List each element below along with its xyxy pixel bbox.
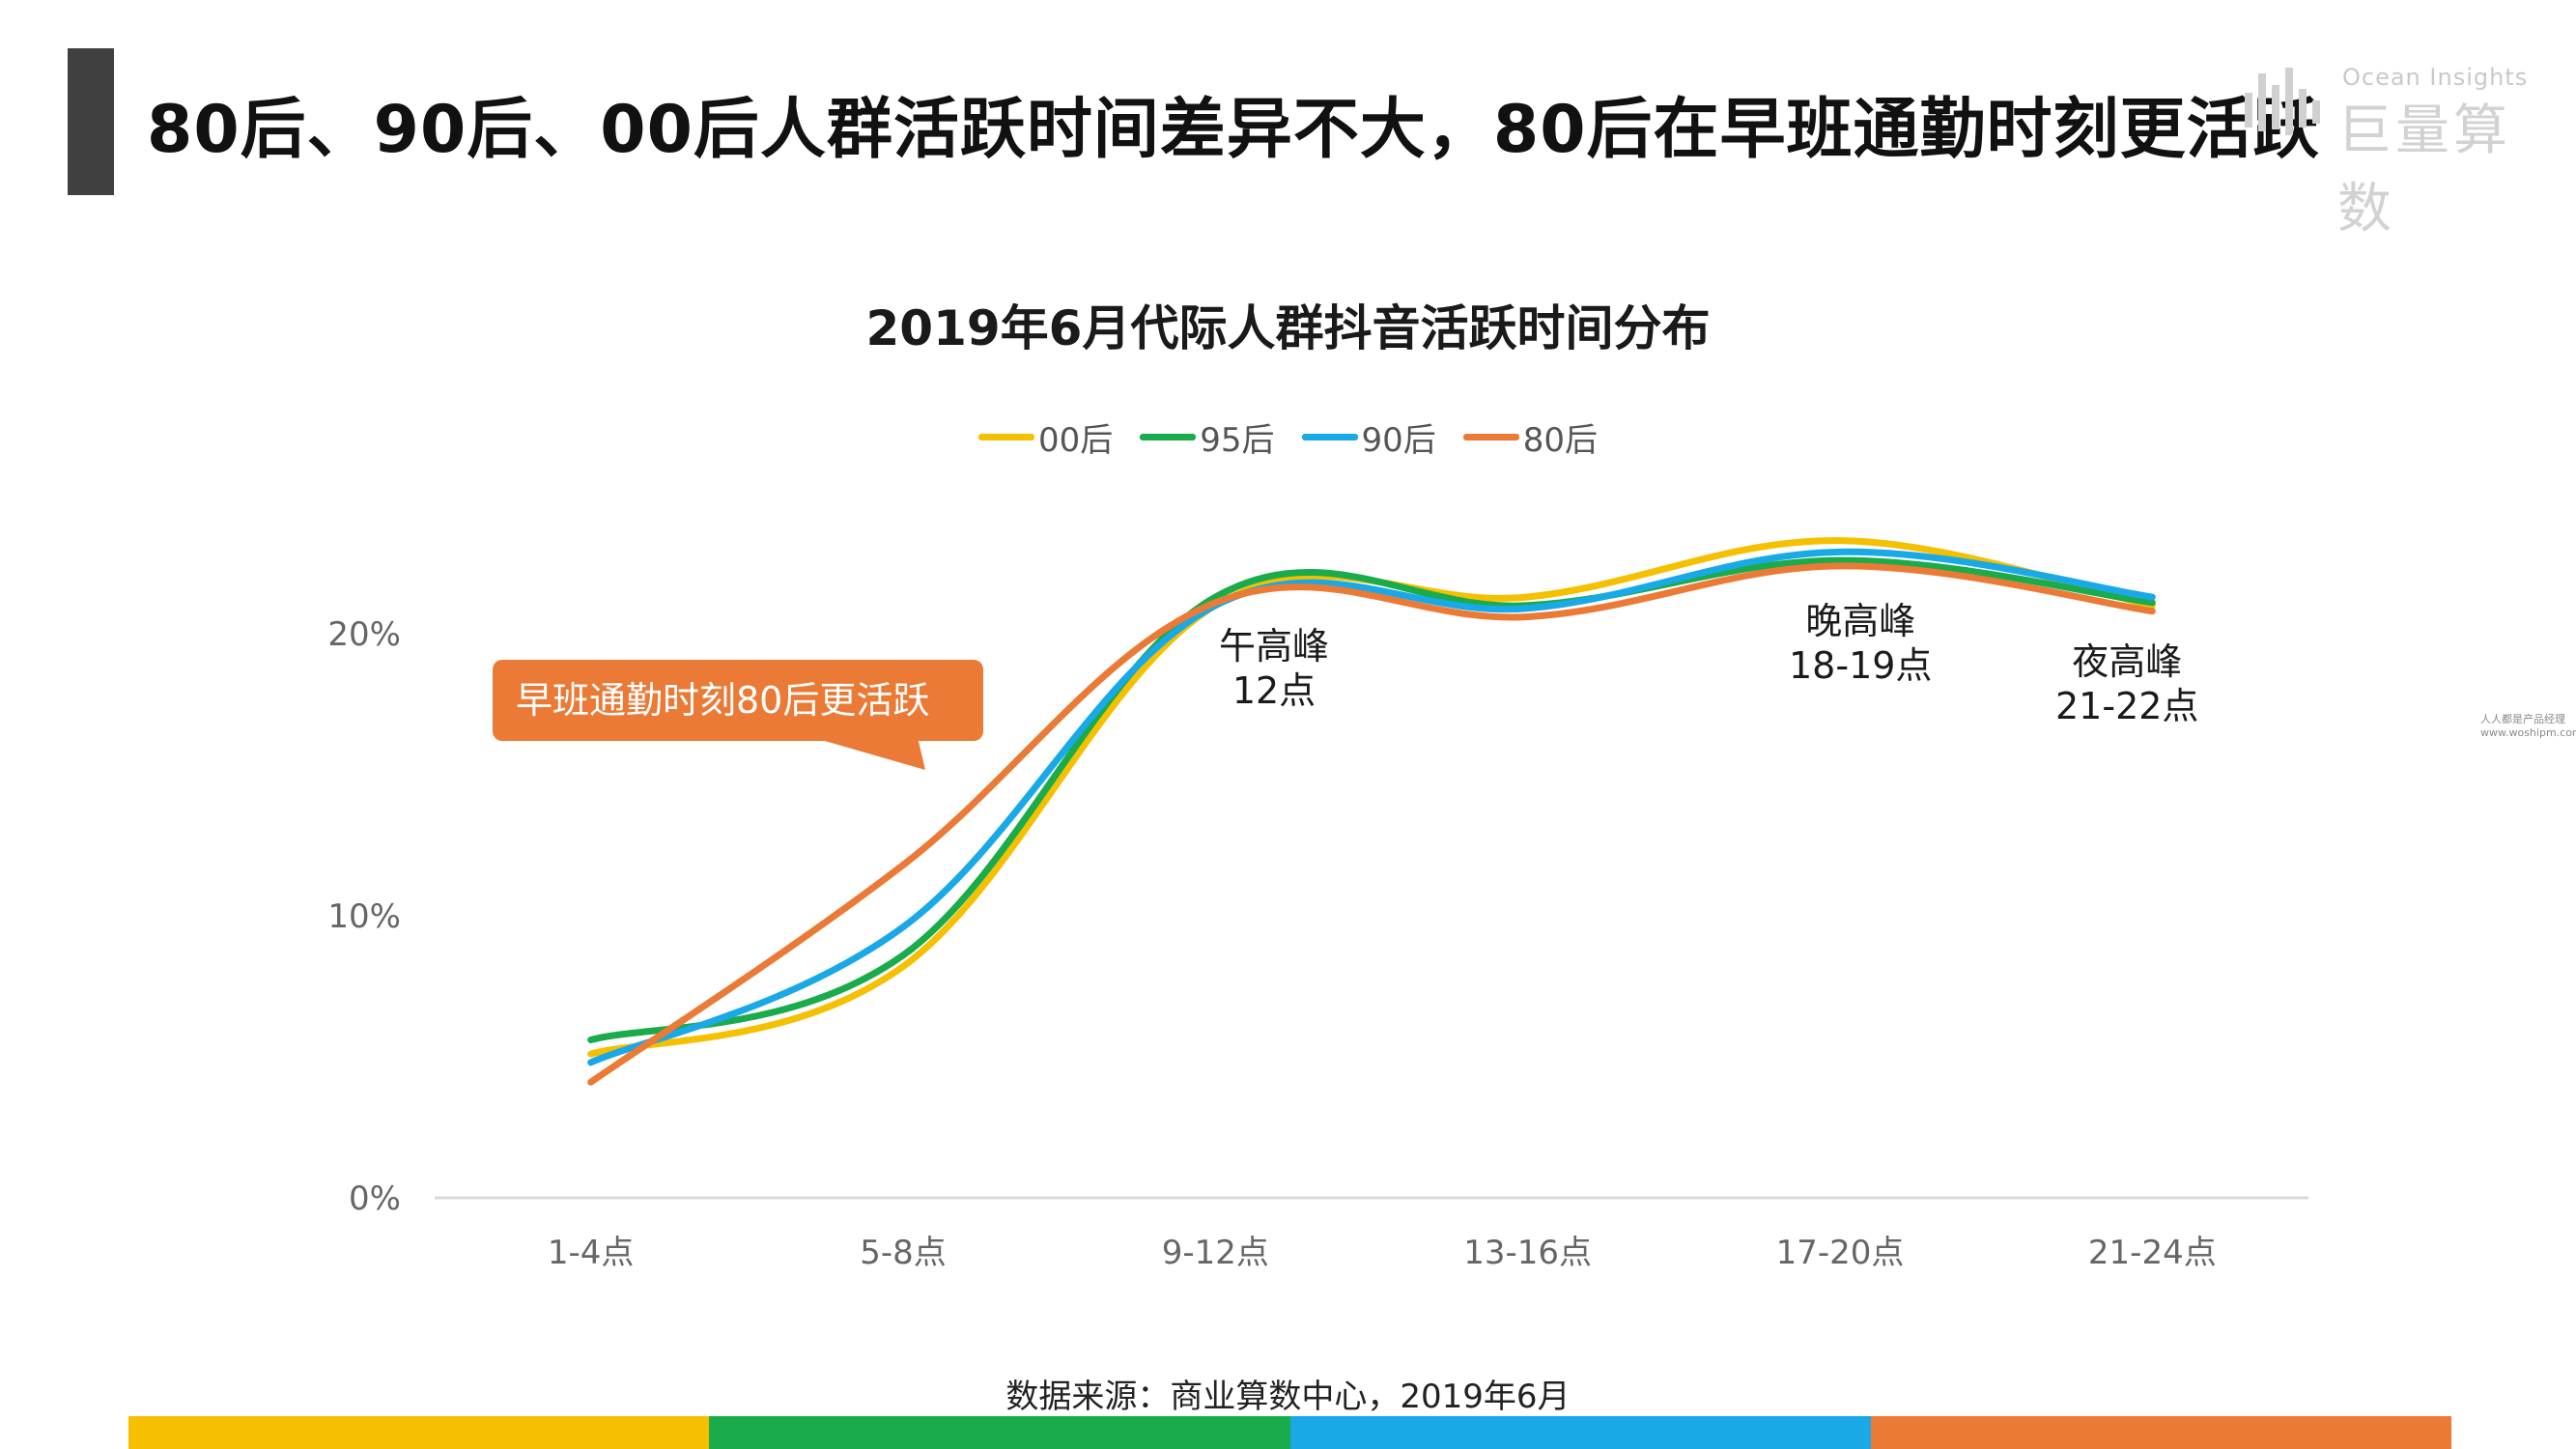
ocean-insights-logo: Ocean Insights 巨量算数 [2241, 58, 2560, 241]
x-tick-label: 5-8点 [860, 1234, 947, 1272]
logo-bars-icon [2245, 68, 2320, 135]
bottom-color-bar [128, 1416, 2451, 1449]
legend-item: 80后 [1462, 413, 1599, 461]
annotation-night-peak: 夜高峰 21-22点 [2055, 639, 2198, 728]
legend-item: 90后 [1301, 413, 1436, 461]
legend-swatch [1140, 434, 1197, 440]
x-tick-label: 21-24点 [2088, 1234, 2217, 1272]
bottom-bar-segment [1289, 1416, 1871, 1449]
series-line [587, 556, 2156, 1043]
title-accent-bar [68, 48, 114, 195]
annotation-line1: 午高峰 [1219, 625, 1330, 668]
y-tick-label: 10% [327, 897, 401, 936]
data-source: 数据来源：商业算数中心，2019年6月 [1005, 1378, 1571, 1416]
annotation-evening-peak: 晚高峰 18-19点 [1789, 599, 1932, 688]
x-tick-label: 17-20点 [1776, 1234, 1905, 1272]
legend-item: 95后 [1140, 413, 1275, 461]
x-tick-label: 1-4点 [548, 1234, 635, 1272]
legend-label: 00后 [1037, 421, 1114, 460]
watermark-line2: www.woshipm.com [2480, 726, 2576, 739]
legend-label: 90后 [1361, 421, 1436, 460]
series-line [587, 548, 2156, 1066]
legend-swatch [977, 434, 1034, 440]
callout-tail-icon [811, 737, 925, 770]
annotation-noon-peak: 午高峰 12点 [1219, 624, 1329, 713]
legend-label: 95后 [1200, 421, 1275, 460]
page-title: 80后、90后、00后人群活跃时间差异不大，80后在早班通勤时刻更活跃 [147, 92, 2320, 168]
annotation-line2: 12点 [1231, 669, 1316, 712]
series-line [587, 562, 2156, 1086]
y-tick-label: 20% [327, 615, 401, 654]
bottom-bar-segment [128, 1416, 710, 1449]
legend-swatch [1462, 434, 1519, 440]
chart-title: 2019年6月代际人群抖音活跃时间分布 [865, 300, 1711, 356]
annotation-line1: 晚高峰 [1805, 600, 1916, 642]
callout-text: 早班通勤时刻80后更活跃 [493, 660, 983, 741]
x-tick-label: 13-16点 [1463, 1234, 1592, 1272]
watermark: 人人都是产品经理 www.woshipm.com [2480, 713, 2576, 740]
callout-box: 早班通勤时刻80后更活跃 [493, 660, 983, 770]
annotation-line2: 18-19点 [1789, 644, 1933, 687]
legend-item: 00后 [977, 413, 1114, 461]
bottom-bar-segment [1870, 1416, 2451, 1449]
logo-chinese-text: 巨量算数 [2337, 99, 2511, 241]
chart-legend: 00后 95后 90后 80后 [0, 413, 2576, 461]
logo-english-text: Ocean Insights [2342, 64, 2529, 91]
legend-label: 80后 [1522, 421, 1599, 460]
annotation-line2: 21-22点 [2055, 685, 2199, 727]
x-tick-label: 9-12点 [1162, 1234, 1269, 1272]
bottom-bar-segment [709, 1416, 1290, 1449]
watermark-line1: 人人都是产品经理 [2480, 713, 2565, 725]
legend-swatch [1301, 434, 1358, 440]
annotation-line1: 夜高峰 [2072, 640, 2183, 683]
y-tick-label: 0% [349, 1179, 401, 1218]
